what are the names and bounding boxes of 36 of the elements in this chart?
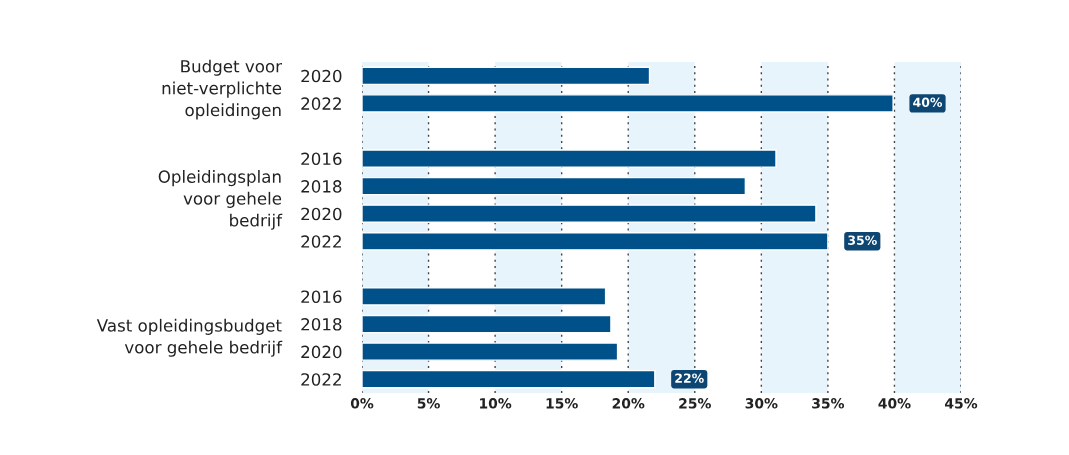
y-tick-label: 2022 bbox=[301, 235, 341, 248]
x-tick-label: 20% bbox=[612, 398, 645, 409]
y-tick-label: 2016 bbox=[301, 290, 342, 304]
x-tick-label: 35% bbox=[812, 398, 845, 409]
bar bbox=[362, 66, 651, 86]
data-label: 22% bbox=[675, 373, 704, 383]
x-tick-label: 10% bbox=[480, 398, 512, 409]
x-tick-label: 40% bbox=[878, 398, 911, 409]
text: Opleidingsplan voor gehele bedrijf bbox=[158, 170, 283, 230]
y-tick-label: 2022 bbox=[301, 97, 341, 110]
y-tick-label: 2018 bbox=[301, 180, 342, 193]
data-label: 35% bbox=[848, 235, 877, 245]
x-tick-label: 0% bbox=[350, 398, 374, 409]
text: Budget voor niet-verplichte opleidingen bbox=[162, 59, 282, 120]
bar bbox=[362, 314, 612, 334]
bar bbox=[362, 287, 607, 306]
bar bbox=[362, 176, 747, 196]
y-tick-label: 2020 bbox=[301, 69, 342, 83]
bar bbox=[362, 342, 619, 361]
x-tick-label: 45% bbox=[945, 398, 978, 409]
bar bbox=[362, 149, 777, 168]
x-tick-label: 5% bbox=[417, 398, 440, 409]
y-tick-label: 2018 bbox=[301, 318, 342, 331]
x-tick-label: 30% bbox=[745, 398, 778, 409]
text: Vast opleidingsbudget voor gehele bedrijf bbox=[96, 318, 283, 357]
y-tick-label: 2022 bbox=[301, 373, 341, 386]
x-tick-label: 25% bbox=[679, 398, 711, 409]
y-tick-label: 2016 bbox=[301, 152, 342, 166]
data-label: 40% bbox=[913, 97, 943, 107]
y-tick-label: 2020 bbox=[301, 345, 342, 359]
bar bbox=[362, 204, 817, 223]
bar bbox=[362, 369, 656, 389]
bar bbox=[362, 94, 894, 113]
y-tick-label: 2020 bbox=[301, 207, 342, 221]
bar bbox=[362, 232, 829, 251]
x-tick-label: 15% bbox=[546, 398, 578, 409]
